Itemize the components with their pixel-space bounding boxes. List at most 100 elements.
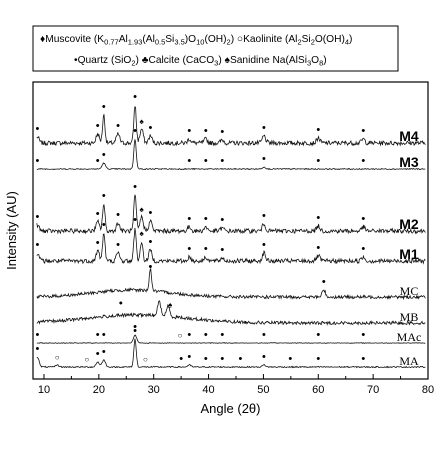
series-label-MC: MC [400,284,419,298]
x-tick-label: 10 [38,384,50,396]
series-trace-MA [36,338,426,369]
legend-subscript: 3 [214,59,218,68]
quartz-marker: • [179,353,183,365]
quartz-marker: • [316,329,320,341]
x-axis-title: Angle (2θ) [201,401,261,416]
series-label-MA: MA [399,354,419,368]
legend-subscript: 2 [227,38,231,47]
quartz-marker: • [148,261,152,273]
quartz-marker: • [102,101,106,113]
series-traces [36,106,426,369]
quartz-marker: • [220,214,224,226]
quartz-marker: • [361,125,365,137]
quartz-marker: • [316,155,320,167]
quartz-marker: • [35,239,39,251]
series-label-MAc: MAc [397,330,422,344]
quartz-marker: • [361,213,365,225]
legend-subscript: 10 [196,38,204,47]
legend-subscript: 1.93 [128,38,143,47]
quartz-marker: • [204,353,208,365]
legend-subscript: 8 [319,59,323,68]
quartz-marker: • [316,124,320,136]
x-tick-label: 70 [367,384,379,396]
legend-subscript: 0.5 [155,38,165,47]
series-label-M3: M3 [399,154,419,170]
quartz-marker: • [116,120,120,132]
quartz-marker: • [35,329,39,341]
legend-label: Muscovite (K [45,34,104,45]
quartz-marker: • [133,125,137,137]
sanidine-marker: ♠ [140,229,145,238]
quartz-marker: • [102,149,106,161]
legend-subscript: 0.77 [104,38,119,47]
quartz-marker: • [102,329,106,341]
series-trace-M3 [36,139,426,171]
legend-formula: )O [185,34,196,45]
quartz-marker: • [148,236,152,248]
quartz-marker: • [220,155,224,167]
series-trace-MAc [36,334,426,344]
quartz-marker: • [204,125,208,137]
series-trace-M1 [36,227,426,265]
quartz-marker: • [316,353,320,365]
quartz-marker: • [187,329,191,341]
quartz-marker: • [220,244,224,256]
quartz-marker: • [133,181,137,193]
kaolinite-marker: ○ [84,355,89,364]
quartz-marker: • [361,155,365,167]
legend-formula: ) [136,55,139,66]
series-label-M1: M1 [399,246,419,262]
quartz-marker: • [102,190,106,202]
legend-box [32,25,399,72]
series-label-M4: M4 [399,128,419,144]
quartz-marker: • [262,122,266,134]
x-tick-label: 30 [148,384,160,396]
legend-formula: (Al [142,34,154,45]
quartz-marker: • [238,353,242,365]
quartz-marker: • [262,351,266,363]
series-trace-M4 [36,106,426,147]
quartz-marker: • [204,155,208,167]
quartz-marker: • [316,212,320,224]
quartz-marker: • [262,329,266,341]
kaolinite-marker: ○ [178,331,183,340]
legend-symbol: ♠ [222,55,231,66]
quartz-marker: • [361,329,365,341]
legend-subscript: 2 [311,38,315,47]
quartz-marker: • [119,297,123,309]
quartz-marker: • [116,209,120,221]
legend-subscript: 2 [131,59,135,68]
legend: ♦Muscovite (K0.77Al1.93(Al0.5Si3.5)O10(O… [32,25,399,72]
quartz-marker: • [187,351,191,363]
series-labels: M4 M3 M2 M1 MC MB MAc MA [397,128,422,368]
kaolinite-marker: ○ [143,355,148,364]
legend-label: Calcite (CaCO [148,55,214,66]
quartz-marker: • [220,329,224,341]
quartz-marker: • [96,329,100,341]
sanidine-marker: ♠ [168,301,173,310]
quartz-marker: • [96,120,100,132]
quartz-marker: • [148,122,152,134]
quartz-marker: • [96,348,100,360]
quartz-marker: • [361,243,365,255]
quartz-marker: • [187,125,191,137]
quartz-marker: • [133,321,137,333]
quartz-marker: • [262,210,266,222]
quartz-marker: • [204,329,208,341]
series-trace-MC [36,268,426,301]
plot-frame [32,81,429,380]
x-axis: 10 20 30 40 50 60 70 80 [38,374,434,396]
legend-symbol: ○ [234,34,243,45]
legend-subscript: 3.5 [174,38,184,47]
series-label-MB: MB [400,310,419,324]
quartz-marker: • [96,155,100,167]
legend-formula: ) [323,55,326,66]
quartz-marker: • [262,153,266,165]
phase-markers: • • • • • ♠ • • • • • • • • • • • • • • • • • • • • • • ♠ • • • • • • • • • • •… [35,91,365,365]
quartz-marker: • [96,208,100,220]
quartz-marker: • [204,213,208,225]
x-tick-label: 60 [312,384,324,396]
quartz-marker: • [262,239,266,251]
legend-formula: ) [231,34,234,45]
